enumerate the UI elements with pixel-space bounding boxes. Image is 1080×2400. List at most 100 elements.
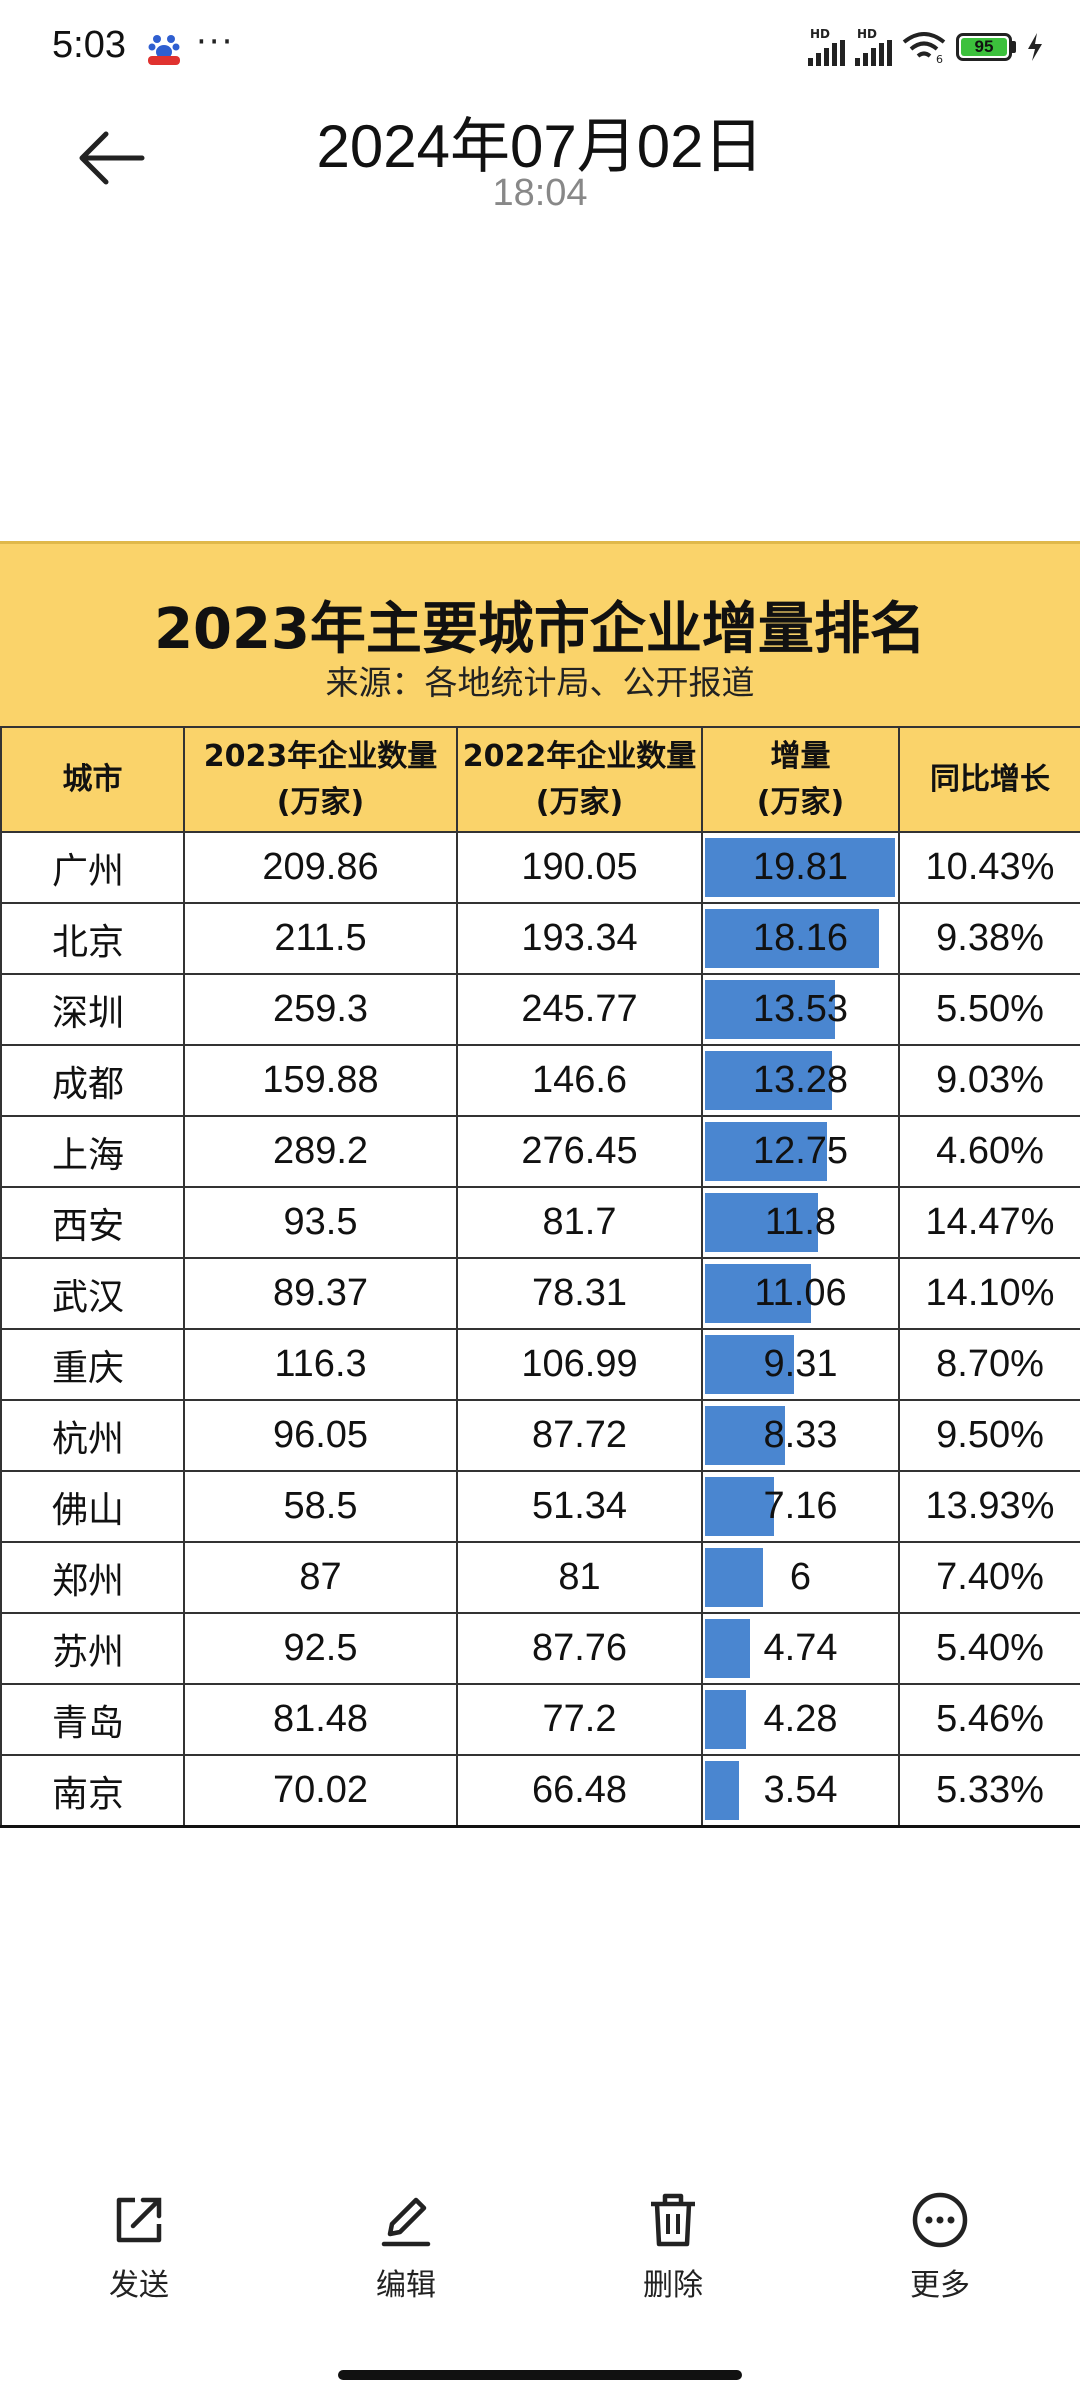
increase-bar bbox=[705, 980, 835, 1039]
yoy-cell: 5.40% bbox=[898, 1612, 1080, 1685]
more-button[interactable]: 更多 bbox=[870, 2190, 1010, 2304]
value-2023-cell: 81.48 bbox=[183, 1683, 458, 1756]
yoy-cell: 9.38% bbox=[898, 902, 1080, 975]
increase-cell: 8.33 bbox=[701, 1399, 900, 1472]
table-row: 西安 93.5 81.7 11.8 14.47% bbox=[0, 1186, 1080, 1259]
increase-bar bbox=[705, 1477, 774, 1536]
value-2023-cell: 92.5 bbox=[183, 1612, 458, 1685]
table-row: 杭州 96.05 87.72 8.33 9.50% bbox=[0, 1399, 1080, 1472]
value-2022-cell: 106.99 bbox=[456, 1328, 703, 1401]
city-cell: 深圳 bbox=[0, 973, 185, 1046]
increase-cell: 6 bbox=[701, 1541, 900, 1614]
send-label: 发送 bbox=[109, 2268, 169, 2303]
ranking-table: 城市 2023年企业数量 (万家) 2022年企业数量 (万家) 增量 (万家) 同比… bbox=[0, 726, 1080, 1828]
city-cell: 武汉 bbox=[0, 1257, 185, 1330]
value-2022-cell: 146.6 bbox=[456, 1044, 703, 1117]
value-2022-cell: 81.7 bbox=[456, 1186, 703, 1259]
table-row: 北京 211.5 193.34 18.16 9.38% bbox=[0, 902, 1080, 975]
city-cell: 苏州 bbox=[0, 1612, 185, 1685]
value-2023-cell: 93.5 bbox=[183, 1186, 458, 1259]
value-2022-cell: 87.76 bbox=[456, 1612, 703, 1685]
yoy-cell: 5.46% bbox=[898, 1683, 1080, 1756]
svg-text:6: 6 bbox=[936, 53, 943, 64]
value-2022-cell: 81 bbox=[456, 1541, 703, 1614]
wifi-icon: 6 bbox=[902, 32, 946, 64]
increase-bar bbox=[705, 1193, 818, 1252]
increase-bar bbox=[705, 1051, 832, 1110]
table-row: 郑州 87 81 6 7.40% bbox=[0, 1541, 1080, 1614]
city-cell: 杭州 bbox=[0, 1399, 185, 1472]
edit-button[interactable]: 编辑 bbox=[336, 2190, 476, 2304]
value-2023-cell: 259.3 bbox=[183, 973, 458, 1046]
yoy-cell: 5.33% bbox=[898, 1754, 1080, 1828]
value-2022-cell: 78.31 bbox=[456, 1257, 703, 1330]
battery-level: 95 bbox=[961, 38, 1007, 56]
increase-cell: 11.8 bbox=[701, 1186, 900, 1259]
header-yoy: 同比增长 bbox=[898, 726, 1080, 833]
header-increase: 增量 (万家) bbox=[701, 726, 900, 833]
value-2023-cell: 87 bbox=[183, 1541, 458, 1614]
value-2023-cell: 116.3 bbox=[183, 1328, 458, 1401]
more-notifications-icon: ··· bbox=[196, 22, 235, 62]
send-button[interactable]: 发送 bbox=[69, 2190, 209, 2304]
image-source: 来源：各地统计局、公开报道 bbox=[325, 663, 755, 702]
value-2022-cell: 66.48 bbox=[456, 1754, 703, 1828]
yoy-cell: 5.50% bbox=[898, 973, 1080, 1046]
value-2023-cell: 96.05 bbox=[183, 1399, 458, 1472]
delete-label: 删除 bbox=[643, 2268, 703, 2303]
value-2023-cell: 89.37 bbox=[183, 1257, 458, 1330]
pencil-icon bbox=[381, 2197, 431, 2247]
back-arrow-icon[interactable] bbox=[74, 122, 154, 202]
increase-cell: 19.81 bbox=[701, 831, 900, 904]
header-city: 城市 bbox=[0, 726, 185, 833]
bottom-toolbar: 发送 编辑 删除 更多 bbox=[0, 2190, 1080, 2330]
increase-cell: 4.28 bbox=[701, 1683, 900, 1756]
yoy-cell: 14.47% bbox=[898, 1186, 1080, 1259]
image-banner: 2023年主要城市企业增量排名 来源：各地统计局、公开报道 bbox=[0, 541, 1080, 726]
increase-cell: 13.53 bbox=[701, 973, 900, 1046]
yoy-cell: 7.40% bbox=[898, 1541, 1080, 1614]
yoy-cell: 9.03% bbox=[898, 1044, 1080, 1117]
yoy-cell: 14.10% bbox=[898, 1257, 1080, 1330]
yoy-cell: 13.93% bbox=[898, 1470, 1080, 1543]
increase-cell: 12.75 bbox=[701, 1115, 900, 1188]
table-row: 成都 159.88 146.6 13.28 9.03% bbox=[0, 1044, 1080, 1117]
increase-bar bbox=[705, 1122, 827, 1181]
table-row: 重庆 116.3 106.99 9.31 8.70% bbox=[0, 1328, 1080, 1401]
value-2022-cell: 190.05 bbox=[456, 831, 703, 904]
baidu-app-icon bbox=[148, 35, 180, 65]
home-indicator[interactable] bbox=[338, 2370, 742, 2380]
value-2023-cell: 70.02 bbox=[183, 1754, 458, 1828]
delete-button[interactable]: 删除 bbox=[603, 2190, 743, 2304]
table-row: 武汉 89.37 78.31 11.06 14.10% bbox=[0, 1257, 1080, 1330]
increase-bar bbox=[705, 1406, 785, 1465]
value-2023-cell: 211.5 bbox=[183, 902, 458, 975]
city-cell: 重庆 bbox=[0, 1328, 185, 1401]
yoy-cell: 10.43% bbox=[898, 831, 1080, 904]
value-2022-cell: 77.2 bbox=[456, 1683, 703, 1756]
increase-cell: 7.16 bbox=[701, 1470, 900, 1543]
signal-icon: HD bbox=[808, 28, 845, 66]
city-cell: 北京 bbox=[0, 902, 185, 975]
table-row: 广州 209.86 190.05 19.81 10.43% bbox=[0, 831, 1080, 904]
increase-bar bbox=[705, 1690, 746, 1749]
image-title: 2023年主要城市企业增量排名 bbox=[154, 597, 926, 662]
header-2023: 2023年企业数量 (万家) bbox=[183, 726, 458, 833]
value-2022-cell: 87.72 bbox=[456, 1399, 703, 1472]
increase-cell: 18.16 bbox=[701, 902, 900, 975]
table-row: 佛山 58.5 51.34 7.16 13.93% bbox=[0, 1470, 1080, 1543]
share-icon bbox=[116, 2197, 162, 2243]
page-subtitle-time: 18:04 bbox=[492, 172, 588, 214]
edit-label: 编辑 bbox=[376, 2268, 436, 2303]
table-header-row: 城市 2023年企业数量 (万家) 2022年企业数量 (万家) 增量 (万家) 同比… bbox=[0, 726, 1080, 833]
table-row: 南京 70.02 66.48 3.54 5.33% bbox=[0, 1754, 1080, 1828]
image-content[interactable]: 2023年主要城市企业增量排名 来源：各地统计局、公开报道 城市 2023年企业… bbox=[0, 541, 1080, 1828]
city-cell: 广州 bbox=[0, 831, 185, 904]
status-time: 5:03 bbox=[52, 24, 126, 66]
page-title: 2024年07月02日 bbox=[316, 113, 764, 180]
increase-bar bbox=[705, 1548, 763, 1607]
value-2023-cell: 159.88 bbox=[183, 1044, 458, 1117]
city-cell: 佛山 bbox=[0, 1470, 185, 1543]
signal-icon-2: HD bbox=[855, 28, 892, 66]
table-row: 苏州 92.5 87.76 4.74 5.40% bbox=[0, 1612, 1080, 1685]
